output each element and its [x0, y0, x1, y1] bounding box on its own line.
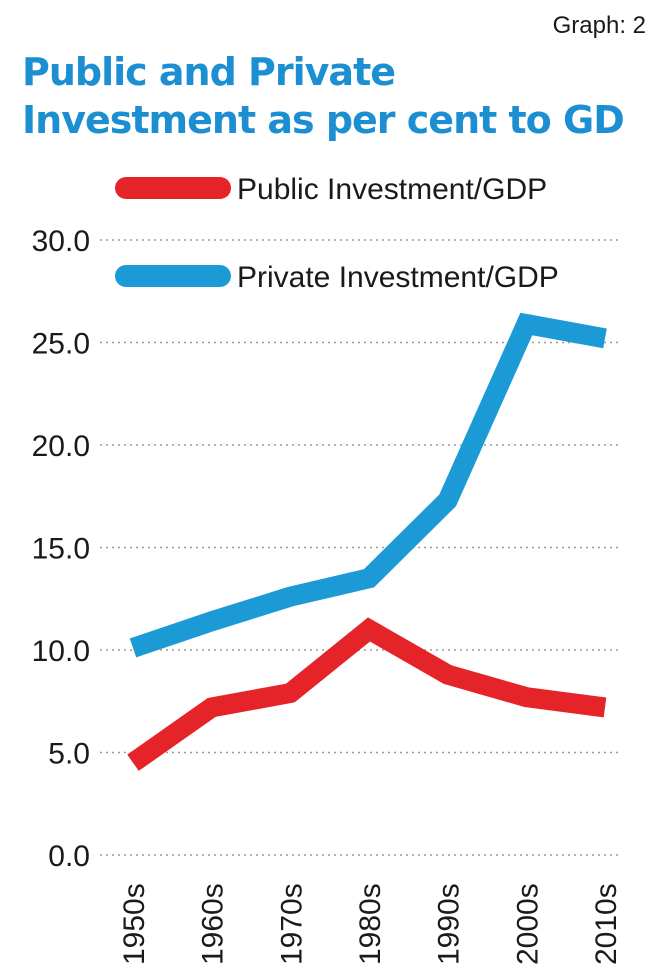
x-tick-label: 1970s [275, 883, 308, 965]
y-tick-label: 25.0 [32, 328, 90, 361]
x-tick-label: 2000s [511, 883, 544, 965]
chart-title-line-1: Public and Private [22, 50, 396, 94]
series-line-1 [129, 312, 607, 658]
graph-number-tag: Graph: 2 [552, 12, 646, 39]
y-tick-label: 5.0 [48, 738, 90, 771]
chart-title: Public and Private Investment as per cen… [22, 48, 642, 144]
legend-label-0: Public Investment/GDP [237, 173, 547, 206]
series-lines [127, 312, 607, 771]
legend-label-1: Private Investment/GDP [237, 261, 559, 294]
grid-lines [100, 239, 620, 856]
chart-title-line-2: Investment as per cent to GD [22, 98, 625, 142]
y-tick-label: 30.0 [32, 225, 90, 258]
x-tick-label: 1990s [433, 883, 466, 965]
series-line-0 [127, 617, 607, 771]
y-tick-label: 20.0 [32, 430, 90, 463]
y-tick-label: 10.0 [32, 635, 90, 668]
x-axis-tick-labels: 1950s 1960s 1970s 1980s 1990s 2000s 2010s [118, 883, 623, 965]
x-tick-label: 1980s [354, 883, 387, 965]
y-tick-label: 0.0 [48, 840, 90, 873]
x-tick-label: 2010s [590, 883, 623, 965]
y-axis-tick-labels: 0.0 5.0 10.0 15.0 20.0 25.0 30.0 [32, 225, 90, 873]
legend: Public Investment/GDP Private Investment/… [115, 173, 559, 294]
x-tick-label: 1960s [197, 883, 230, 965]
y-tick-label: 15.0 [32, 533, 90, 566]
x-tick-label: 1950s [118, 883, 151, 965]
